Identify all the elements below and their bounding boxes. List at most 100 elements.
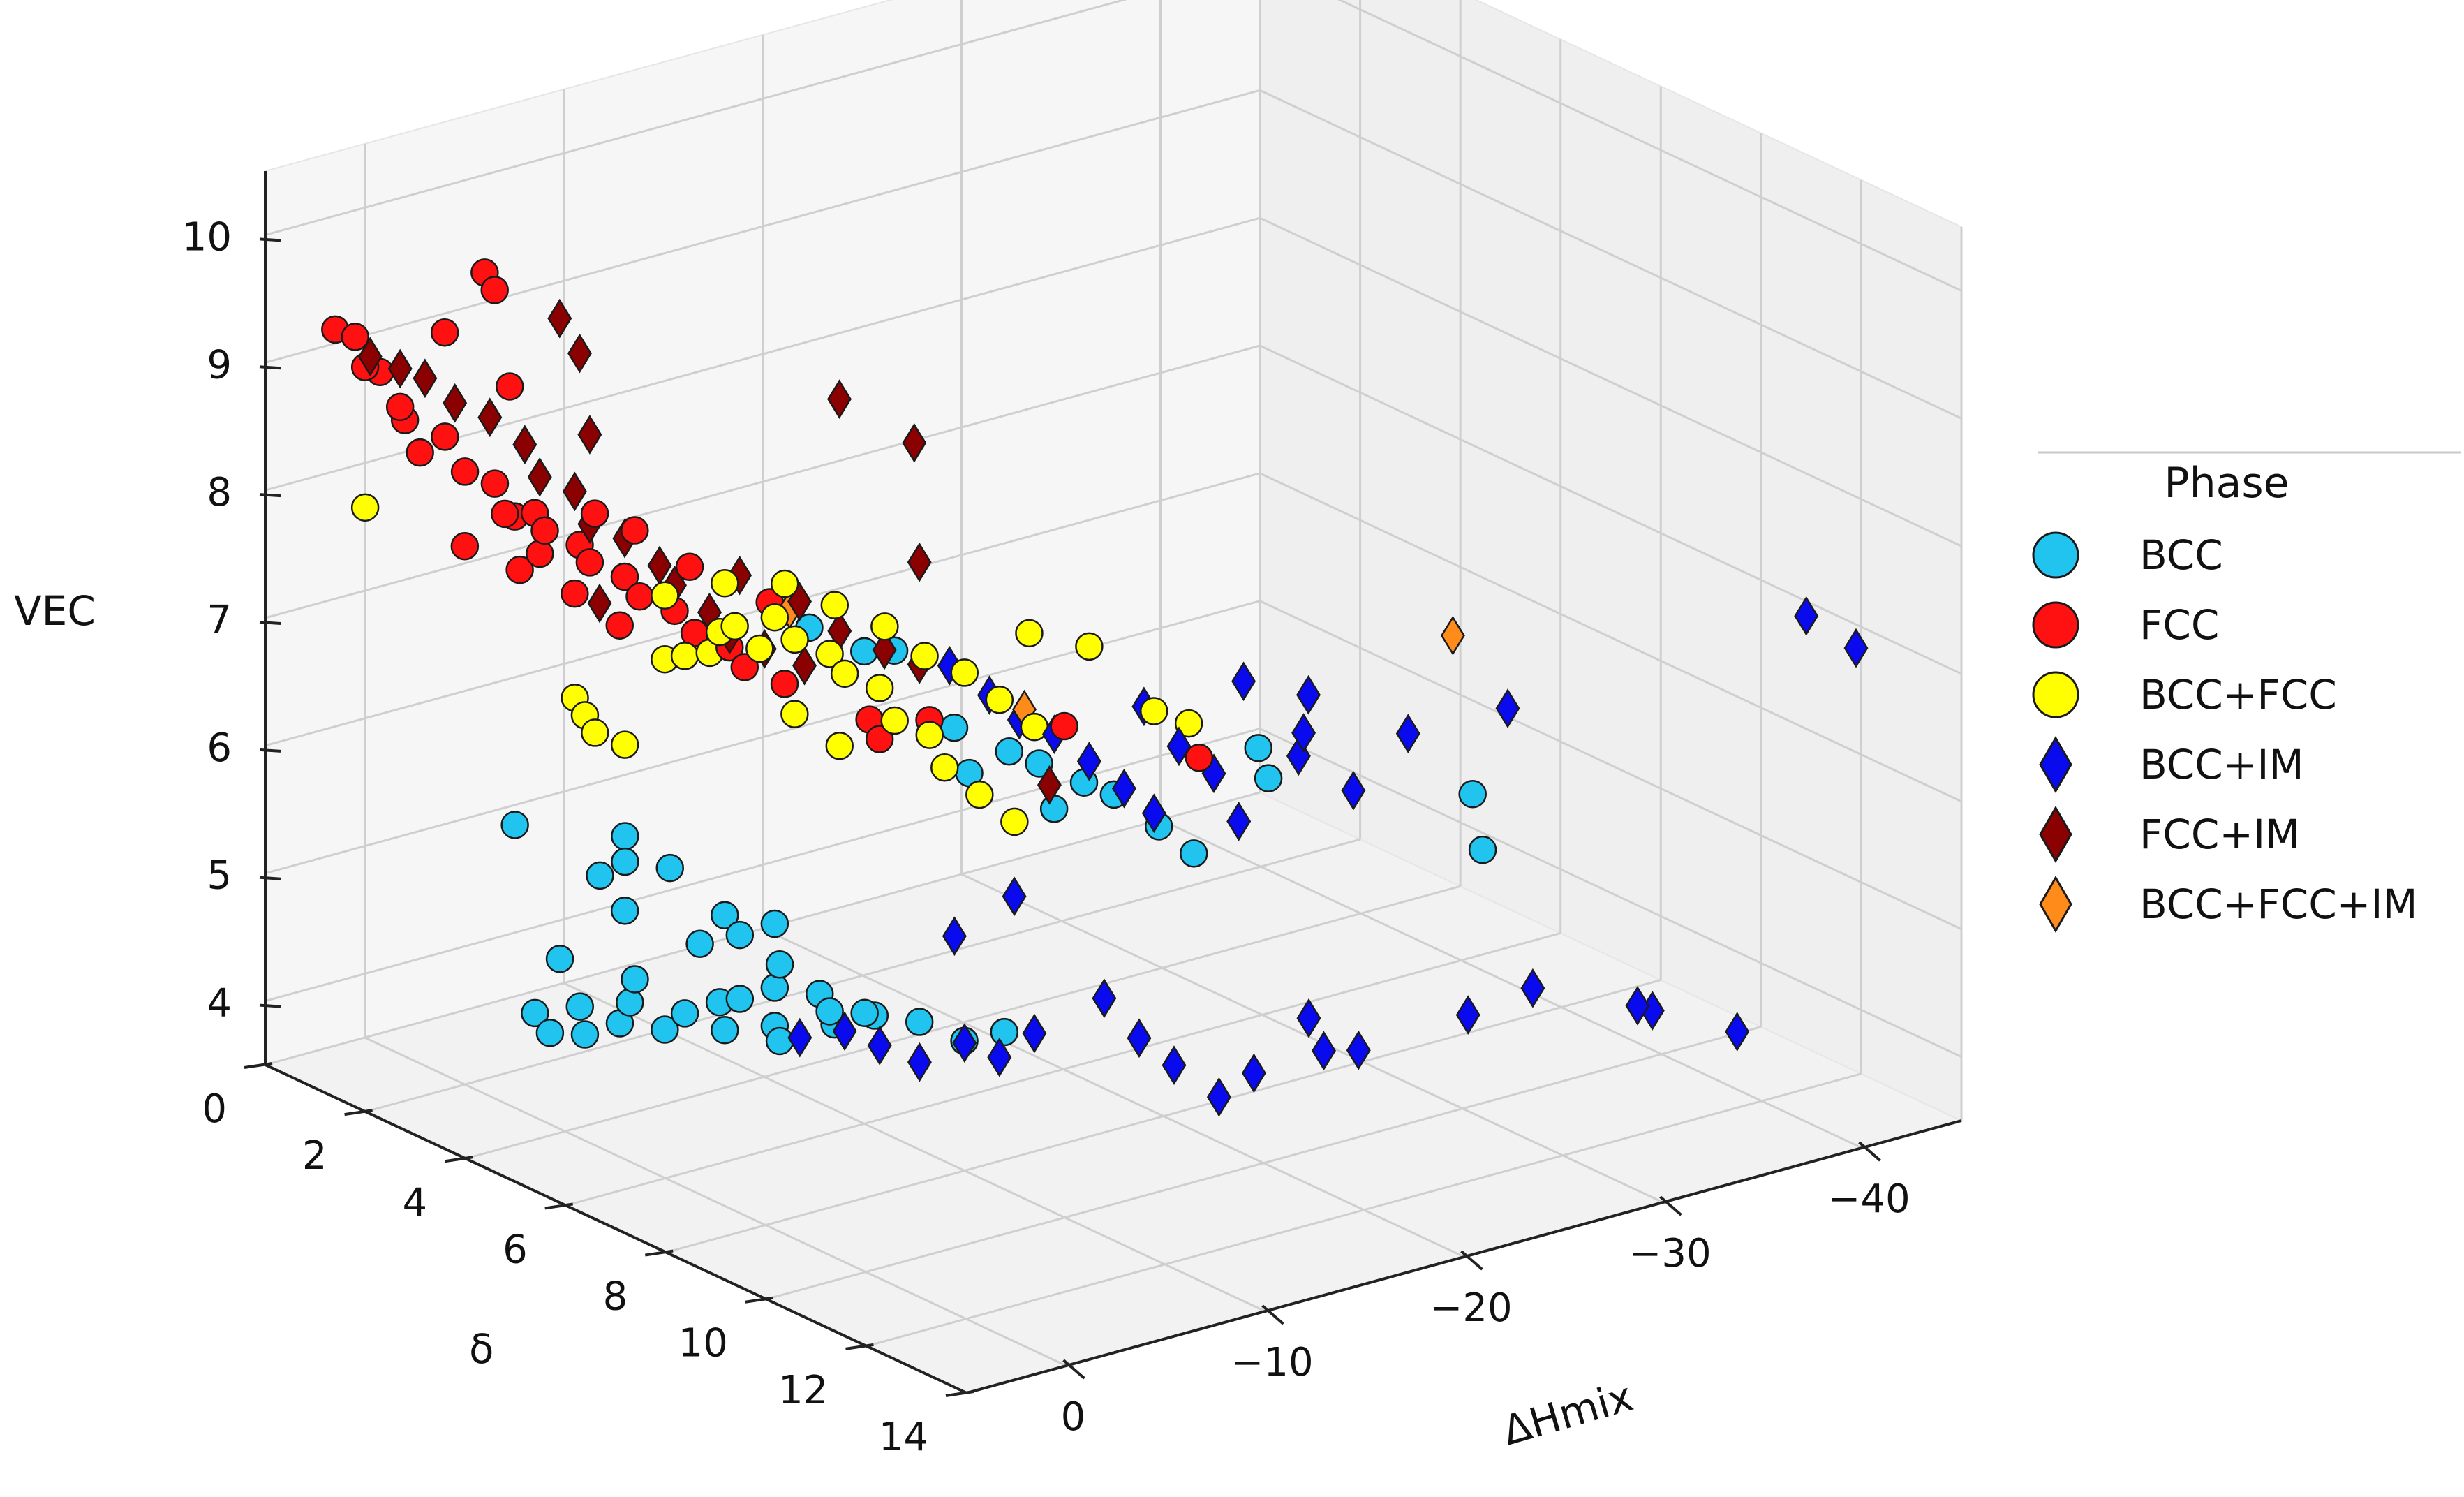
legend-marker-fcc-plus-im xyxy=(2039,806,2072,863)
data-point-bcc xyxy=(1244,734,1272,762)
data-point-fcc xyxy=(526,539,554,568)
data-point-fcc xyxy=(1185,744,1214,772)
z-tick-label: 9 xyxy=(207,342,232,388)
y-tick xyxy=(644,1249,674,1257)
legend-marker-bcc xyxy=(2032,531,2079,579)
data-point-bcc-plus-fcc xyxy=(985,686,1014,714)
data-point-bcc xyxy=(940,714,969,742)
data-point-bcc-plus-fcc xyxy=(1174,709,1203,738)
data-point-bcc-plus-fcc xyxy=(865,674,894,702)
z-tick xyxy=(259,748,281,753)
z-tick xyxy=(259,493,281,498)
data-point-fcc-plus-im xyxy=(577,415,602,455)
data-point-bcc xyxy=(905,1008,934,1036)
data-point-fcc-plus-im xyxy=(562,471,587,512)
data-point-bcc xyxy=(616,988,644,1017)
grid-line-y-floor xyxy=(766,1026,1762,1301)
data-point-bcc-plus-fcc xyxy=(770,569,799,598)
data-point-bcc xyxy=(500,811,529,839)
z-tick-label: 4 xyxy=(207,981,232,1026)
data-point-bcc-plus-im xyxy=(1166,726,1192,767)
grid-line-z-right xyxy=(1259,89,1962,420)
data-point-fcc xyxy=(605,611,634,640)
y-tick-label: 4 xyxy=(403,1180,428,1225)
data-point-bcc-plus-im xyxy=(942,916,967,957)
z-tick-label: 6 xyxy=(207,725,232,771)
data-point-fcc-plus-im xyxy=(477,397,503,438)
data-point-fcc-plus-im xyxy=(527,457,552,497)
data-point-bcc-plus-im xyxy=(1312,1031,1336,1071)
data-point-bcc xyxy=(850,998,879,1027)
data-point-bcc xyxy=(610,897,639,925)
legend-marker-bcc-plus-fcc xyxy=(2032,671,2079,718)
data-point-fcc-plus-im xyxy=(357,337,383,377)
data-point-fcc-plus-im xyxy=(1037,765,1062,805)
legend-label: BCC+IM xyxy=(2139,741,2304,788)
data-point-fcc xyxy=(480,276,509,304)
x-tick-label: −30 xyxy=(1628,1231,1711,1276)
data-point-bcc-plus-fcc xyxy=(1000,807,1029,836)
data-point-bcc-plus-fcc xyxy=(350,493,380,522)
legend-marker-bcc-plus-fcc-plus-im xyxy=(2039,876,2072,933)
data-point-bcc xyxy=(1254,764,1283,792)
data-point-fcc xyxy=(730,653,759,681)
data-point-fcc-plus-im xyxy=(902,422,927,463)
data-point-bcc-plus-im xyxy=(1455,995,1480,1035)
y-tick-label: 2 xyxy=(302,1133,327,1179)
data-point-fcc-plus-im xyxy=(827,379,852,419)
data-point-bcc xyxy=(545,945,574,973)
data-point-bcc-plus-im xyxy=(787,1017,812,1058)
grid-line-z-left xyxy=(265,344,1261,619)
data-point-bcc-plus-fcc xyxy=(711,569,739,598)
data-point-fcc xyxy=(575,548,604,577)
data-point-fcc xyxy=(621,516,649,545)
grid-line-y-floor xyxy=(565,931,1561,1207)
data-point-bcc xyxy=(670,999,699,1028)
data-point-bcc-plus-fcc xyxy=(1140,697,1168,725)
data-point-bcc-plus-im xyxy=(1495,688,1520,728)
grid-line-z-right xyxy=(1259,472,1962,803)
data-point-bcc xyxy=(990,1017,1019,1047)
grid-line-x-floor xyxy=(960,873,1664,1204)
data-point-bcc-plus-fcc xyxy=(651,581,679,610)
grid-line-z-left xyxy=(265,0,1127,236)
x-tick xyxy=(1460,1250,1483,1271)
data-point-bcc-plus-im xyxy=(1625,986,1650,1026)
data-point-bcc-plus-fcc xyxy=(820,591,849,619)
data-point-bcc-plus-im xyxy=(1127,1018,1152,1059)
y-tick-label: 10 xyxy=(678,1321,728,1366)
grid-line-z-right xyxy=(1337,0,1962,292)
grid-line-x-floor xyxy=(762,927,1465,1258)
data-point-bcc-plus-fcc xyxy=(780,700,809,728)
grid-line-z-left xyxy=(265,89,1261,364)
data-point-bcc-plus-im xyxy=(1141,793,1166,834)
data-point-bcc xyxy=(760,909,789,938)
x-tick-label: 0 xyxy=(1061,1394,1086,1440)
data-point-fcc xyxy=(450,531,480,561)
data-point-fcc-plus-im xyxy=(387,348,413,389)
data-point-bcc-plus-im xyxy=(1206,1077,1231,1117)
data-point-fcc xyxy=(385,392,415,422)
grid-line-y-floor xyxy=(665,979,1661,1254)
data-point-bcc-plus-im xyxy=(907,1042,932,1082)
z-tick xyxy=(259,621,281,625)
data-point-bcc-plus-im xyxy=(1395,714,1420,753)
data-point-bcc-plus-fcc xyxy=(825,731,854,760)
x-tick-label: −40 xyxy=(1827,1177,1910,1222)
data-point-bcc-plus-im xyxy=(1341,770,1366,811)
data-point-bcc-plus-im xyxy=(1162,1045,1187,1085)
data-point-fcc xyxy=(480,469,510,498)
data-point-bcc-plus-fcc xyxy=(880,706,909,735)
data-point-bcc xyxy=(586,861,614,890)
data-point-bcc-plus-fcc xyxy=(830,659,859,688)
y-axis-line xyxy=(265,1063,967,1394)
data-point-bcc-plus-im xyxy=(1092,978,1117,1019)
legend: Phase BCC FCC BCC+FCC BCC+IM FCC+IM BCC+FCC+I… xyxy=(2032,451,2461,933)
data-points xyxy=(321,258,1869,1117)
grid-line-z-right xyxy=(1259,728,1962,1058)
data-point-bcc xyxy=(565,992,594,1021)
data-point-bcc-plus-im xyxy=(1296,674,1321,715)
y-tick-label: 12 xyxy=(778,1368,828,1413)
legend-title: Phase xyxy=(2164,459,2289,508)
